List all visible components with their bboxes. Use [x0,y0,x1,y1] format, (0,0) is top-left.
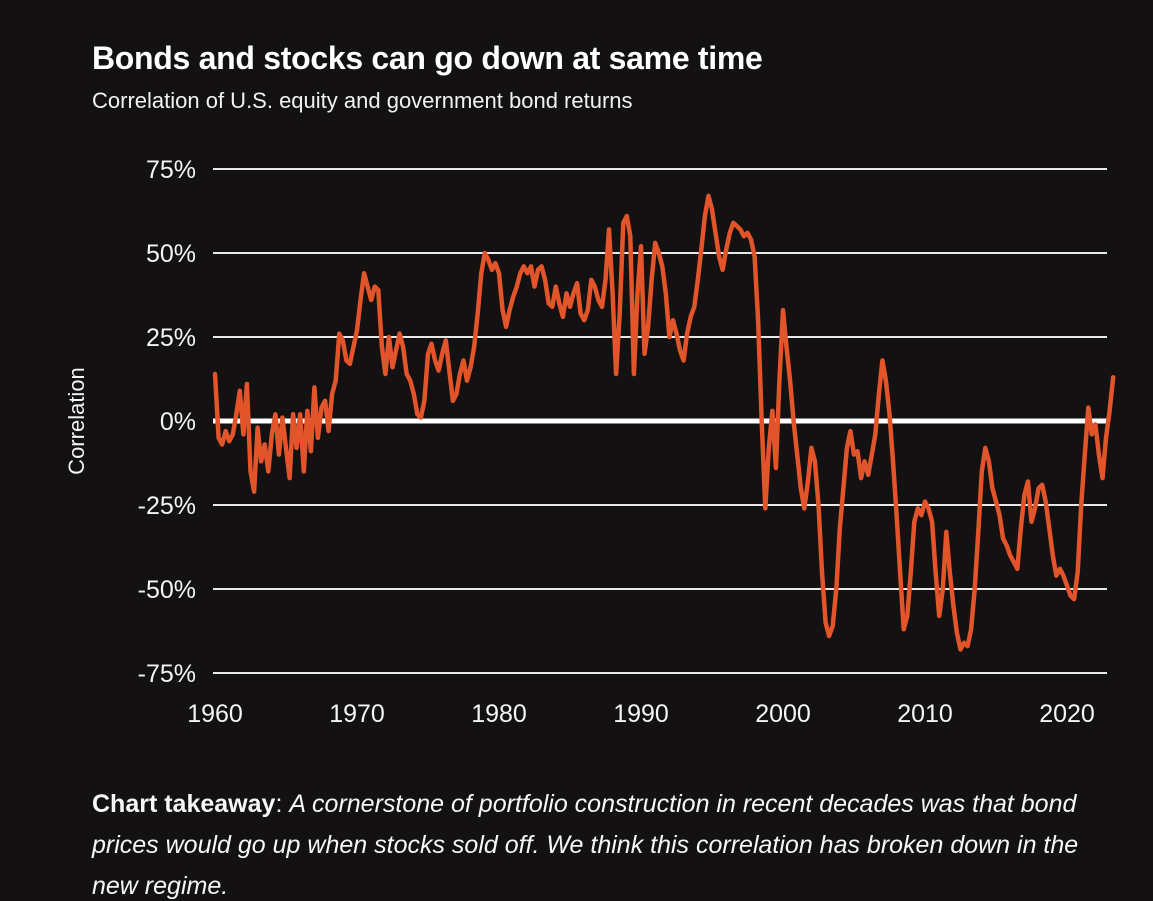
x-tick-label: 1970 [329,700,385,728]
takeaway-separator: : [275,790,290,818]
x-tick-label: 1960 [187,700,243,728]
x-tick-label: 1990 [613,700,669,728]
takeaway-label: Chart takeaway [92,790,276,818]
y-tick-label: 50% [146,240,196,268]
chart-takeaway: Chart takeaway: A cornerstone of portfol… [92,784,1082,901]
x-tick-label: 1980 [471,700,527,728]
x-tick-label: 2020 [1039,700,1095,728]
page-title: Bonds and stocks can go down at same tim… [92,40,763,76]
y-tick-label: -25% [138,492,196,520]
y-tick-label: -50% [138,576,196,604]
chart-subtitle: Correlation of U.S. equity and governmen… [92,88,633,113]
correlation-chart: 75% 50% 25% 0% -25% -50% -75% 1960 1970 1980 1990 2… [64,156,1116,728]
y-tick-label: 25% [146,324,196,352]
y-tick-label: 75% [146,156,196,184]
takeaway-text: A cornerstone of portfolio construction … [92,790,1079,900]
x-tick-label: 2010 [897,700,953,728]
correlation-line-series [212,193,1116,652]
y-axis-label: Correlation [64,367,89,475]
x-tick-label: 2000 [755,700,811,728]
y-tick-label: -75% [138,660,196,688]
y-tick-label: 0% [160,408,196,436]
